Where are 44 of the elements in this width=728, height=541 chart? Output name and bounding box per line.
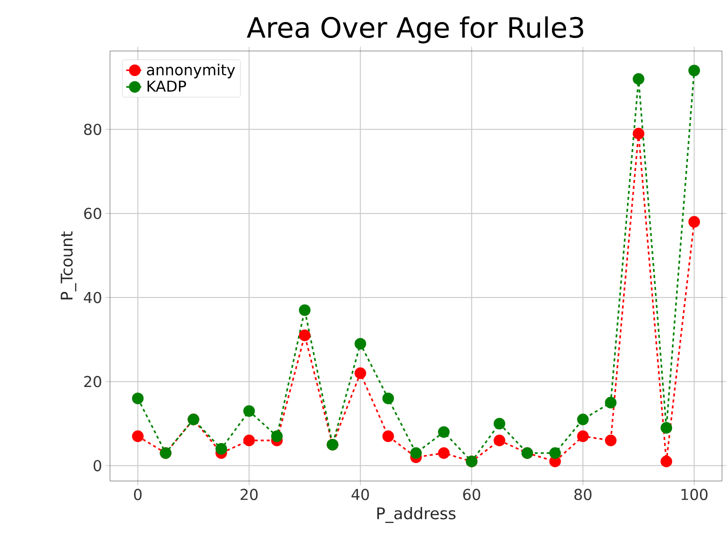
point	[604, 396, 617, 408]
x-tick-label: 20	[240, 488, 258, 500]
point	[243, 434, 255, 446]
x-tick-label: 60	[463, 488, 480, 500]
point	[577, 414, 589, 426]
point	[632, 73, 644, 85]
point	[438, 447, 450, 459]
point	[132, 392, 144, 404]
y-tick-label: 0	[94, 460, 102, 472]
point	[132, 430, 144, 442]
point	[494, 418, 506, 430]
point	[243, 405, 255, 417]
y-tick-label: 80	[84, 124, 102, 136]
point	[271, 430, 283, 442]
legend-label: KADP	[148, 80, 186, 92]
y-tick-label: 60	[84, 208, 102, 220]
y-tick-label: 40	[84, 292, 102, 304]
point	[577, 430, 589, 442]
point	[688, 216, 700, 228]
point	[410, 447, 422, 459]
point	[382, 430, 394, 442]
point	[298, 304, 311, 316]
point	[688, 64, 700, 76]
point	[382, 392, 394, 404]
point	[298, 330, 311, 342]
point	[354, 338, 366, 350]
point	[494, 434, 506, 446]
point	[660, 456, 672, 468]
point	[215, 443, 228, 455]
x-axis-title: P_address	[377, 507, 456, 523]
point	[549, 447, 561, 459]
x-tick-label: 100	[682, 488, 708, 500]
y-tick-label: 20	[84, 376, 102, 388]
legend-label: annonymity	[147, 64, 235, 78]
point	[438, 426, 450, 438]
point	[660, 422, 672, 434]
point	[354, 367, 366, 379]
point	[632, 128, 644, 140]
x-tick-label: 80	[574, 488, 592, 500]
chart-title: Area Over Age for Rule3	[246, 16, 584, 44]
x-tick-label: 40	[352, 488, 369, 500]
x-tick-label: 0	[134, 488, 142, 500]
point	[604, 434, 617, 446]
y-axis-title: P_Tcount	[60, 231, 76, 300]
